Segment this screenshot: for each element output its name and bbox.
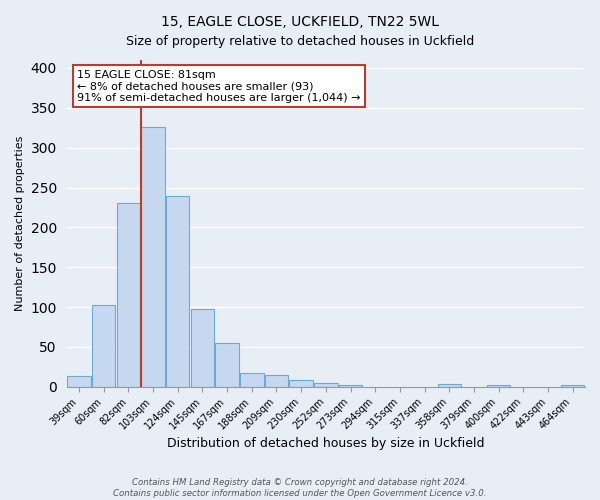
Bar	[166, 196, 190, 386]
Bar	[142, 127, 165, 386]
Bar	[289, 380, 313, 386]
Bar	[240, 373, 263, 386]
Text: 15 EAGLE CLOSE: 81sqm
← 8% of detached houses are smaller (93)
91% of semi-detac: 15 EAGLE CLOSE: 81sqm ← 8% of detached h…	[77, 70, 361, 103]
Bar	[339, 385, 362, 386]
Bar	[92, 306, 115, 386]
Text: Size of property relative to detached houses in Uckfield: Size of property relative to detached ho…	[126, 35, 474, 48]
Bar	[487, 385, 511, 386]
Bar	[561, 385, 584, 386]
Text: 15, EAGLE CLOSE, UCKFIELD, TN22 5WL: 15, EAGLE CLOSE, UCKFIELD, TN22 5WL	[161, 15, 439, 29]
X-axis label: Distribution of detached houses by size in Uckfield: Distribution of detached houses by size …	[167, 437, 485, 450]
Bar	[116, 204, 140, 386]
Text: Contains HM Land Registry data © Crown copyright and database right 2024.
Contai: Contains HM Land Registry data © Crown c…	[113, 478, 487, 498]
Bar	[314, 382, 338, 386]
Bar	[215, 343, 239, 386]
Bar	[191, 310, 214, 386]
Bar	[265, 375, 288, 386]
Bar	[67, 376, 91, 386]
Y-axis label: Number of detached properties: Number of detached properties	[15, 136, 25, 311]
Bar	[437, 384, 461, 386]
